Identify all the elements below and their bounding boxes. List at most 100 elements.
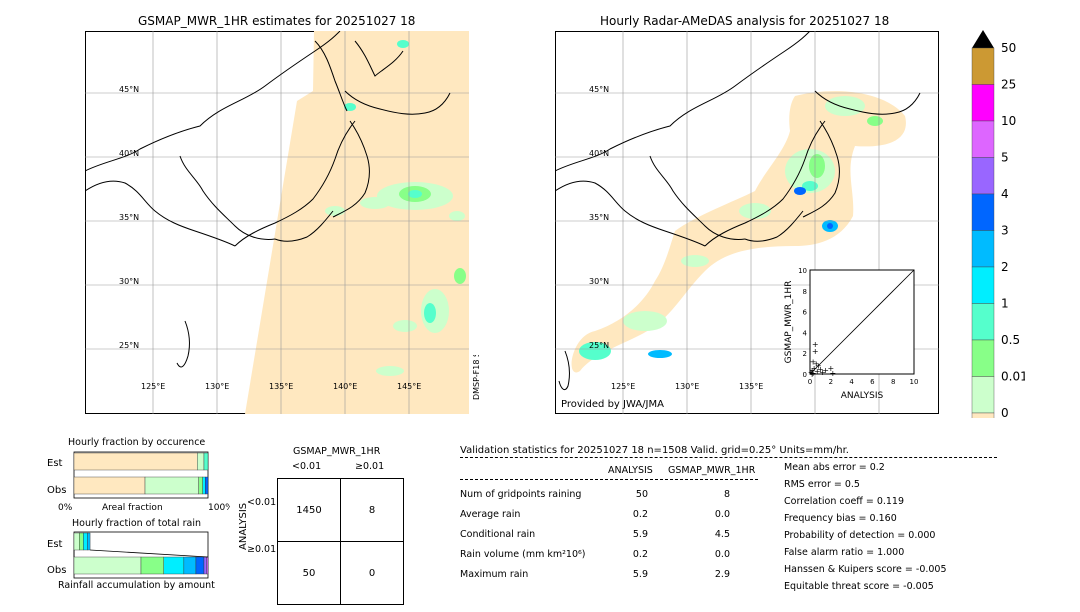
left-lon-labels: 125°E 130°E 135°E 140°E 145°E (141, 382, 421, 391)
stats-score: Correlation coeff = 0.119 (784, 496, 905, 507)
scatter-point: + (814, 367, 821, 376)
stats-row-analysis: 5.9 (632, 529, 648, 540)
stats-divider-2 (460, 479, 758, 480)
bar-segment (73, 476, 146, 495)
bar-segment (206, 556, 209, 575)
colorbar-arrow (972, 30, 994, 48)
left-lat-labels: 45°N 40°N 35°N 30°N 25°N (119, 85, 139, 350)
svg-text:130°E: 130°E (205, 382, 229, 391)
stats-row-gsmap: 8 (723, 489, 730, 500)
scatter-ytick: 10 (798, 267, 807, 275)
bar-segment (140, 556, 164, 575)
tr-label-est: Est (47, 539, 63, 550)
colorbar-label: 0 (1001, 406, 1009, 418)
ct-cell: 50 (277, 541, 341, 605)
colorbar-label: 1 (1001, 297, 1009, 311)
scatter-xtick: 10 (910, 378, 919, 386)
occ-xlabel: Areal fraction (102, 503, 163, 513)
stats-row-analysis: 0.2 (632, 509, 648, 520)
svg-text:ANALYSIS: ANALYSIS (238, 503, 249, 550)
colorbar-label: 10 (1001, 114, 1016, 128)
svg-text:125°E: 125°E (611, 382, 635, 391)
scatter-point: + (815, 362, 822, 371)
ct-col-ge: ≥0.01 (355, 461, 385, 472)
scatter-point: + (819, 368, 826, 377)
colorbar-block (971, 193, 995, 231)
left-map: 45°N 40°N 35°N 30°N 25°N 125°E 130°E 135… (85, 31, 469, 414)
scatter-point: + (817, 365, 824, 374)
stats-divider (460, 457, 997, 458)
satellite-swath (245, 31, 469, 414)
contingency-table: 1450 8 50 0 (277, 478, 404, 605)
ct-cell: 8 (340, 478, 404, 542)
colorbar-label: 4 (1001, 187, 1009, 201)
occurrence-chart: Est Obs 0% Areal fraction 100% (47, 451, 230, 513)
stats-row-label: Num of gridpoints raining (460, 489, 582, 500)
scatter-point: + (830, 369, 837, 378)
right-lon-labels: 125°E 130°E 135°E (611, 382, 763, 391)
stats-score: False alarm ratio = 1.000 (784, 547, 905, 558)
occ-label-obs: Obs (47, 485, 66, 496)
svg-text:35°N: 35°N (119, 213, 139, 222)
stats-score: RMS error = 0.5 (784, 479, 860, 490)
scatter-ytick: 0 (803, 371, 807, 379)
colorbar-block (971, 84, 995, 122)
bar-segment (205, 476, 209, 495)
svg-text:30°N: 30°N (589, 277, 609, 286)
colorbar: 50 25 10 5 4 3 2 1 0.5 0.01 0 (971, 30, 1025, 418)
stats-row-gsmap: 4.5 (714, 529, 730, 540)
occ-tick-100: 100% (208, 503, 230, 513)
svg-text:30°N: 30°N (119, 277, 139, 286)
scatter-point: + (809, 370, 816, 379)
scatter-xtick: 4 (849, 378, 854, 386)
occ-label-est: Est (47, 458, 63, 469)
totalrain-xlabel: Rainfall accumulation by amount (58, 580, 215, 591)
stats-row-analysis: 50 (635, 489, 648, 500)
bar-segment (73, 452, 198, 471)
bar-segment (144, 476, 199, 495)
colorbar-block (971, 339, 995, 377)
scatter-xtick: 6 (870, 378, 875, 386)
scatter-point: + (812, 340, 819, 349)
colorbar-block (971, 376, 995, 414)
stats-header: Validation statistics for 20251027 18 n=… (460, 445, 849, 456)
bar-segment (73, 532, 80, 551)
scatter-point: + (810, 358, 817, 367)
ct-col-lt: <0.01 (292, 461, 322, 472)
ct-title: GSMAP_MWR_1HR (293, 446, 381, 457)
scatter-xtick: 8 (891, 378, 895, 386)
svg-text:135°E: 135°E (739, 382, 763, 391)
colorbar-block (971, 120, 995, 158)
colorbar-label: 0.5 (1001, 333, 1020, 347)
bar-segment (202, 476, 206, 495)
colorbar-label: 25 (1001, 78, 1016, 92)
svg-text:130°E: 130°E (675, 382, 699, 391)
totalrain-title: Hourly fraction of total rain (72, 518, 201, 529)
scatter-ytick: 2 (803, 350, 807, 358)
stats-row-label: Average rain (460, 509, 521, 520)
svg-text:45°N: 45°N (119, 85, 139, 94)
bar-segment (203, 556, 207, 575)
bar-segment (79, 532, 84, 551)
svg-text:135°E: 135°E (269, 382, 293, 391)
stats-row-label: Maximum rain (460, 569, 529, 580)
colorbar-block (971, 412, 995, 418)
stats-row-gsmap: 0.0 (714, 549, 730, 560)
svg-text:140°E: 140°E (333, 382, 357, 391)
scatter-xlabel: ANALYSIS (841, 391, 884, 401)
bar-segment (197, 452, 205, 471)
svg-text:45°N: 45°N (589, 85, 609, 94)
colorbar-block (971, 303, 995, 341)
stats-row-gsmap: 2.9 (714, 569, 730, 580)
stats-row-gsmap: 0.0 (714, 509, 730, 520)
stats-score: Mean abs error = 0.2 (784, 462, 885, 473)
totalrain-chart: Est Obs (47, 531, 209, 579)
scatter-point: + (822, 366, 829, 375)
scatter-xtick: 0 (808, 378, 812, 386)
bar-segment (73, 556, 142, 575)
right-lat-labels: 45°N 40°N 35°N 30°N 25°N (589, 85, 609, 350)
svg-text:125°E: 125°E (141, 382, 165, 391)
occurrence-title: Hourly fraction by occurence (68, 437, 206, 448)
scatter-point: + (812, 347, 819, 356)
colorbar-block (971, 47, 995, 85)
